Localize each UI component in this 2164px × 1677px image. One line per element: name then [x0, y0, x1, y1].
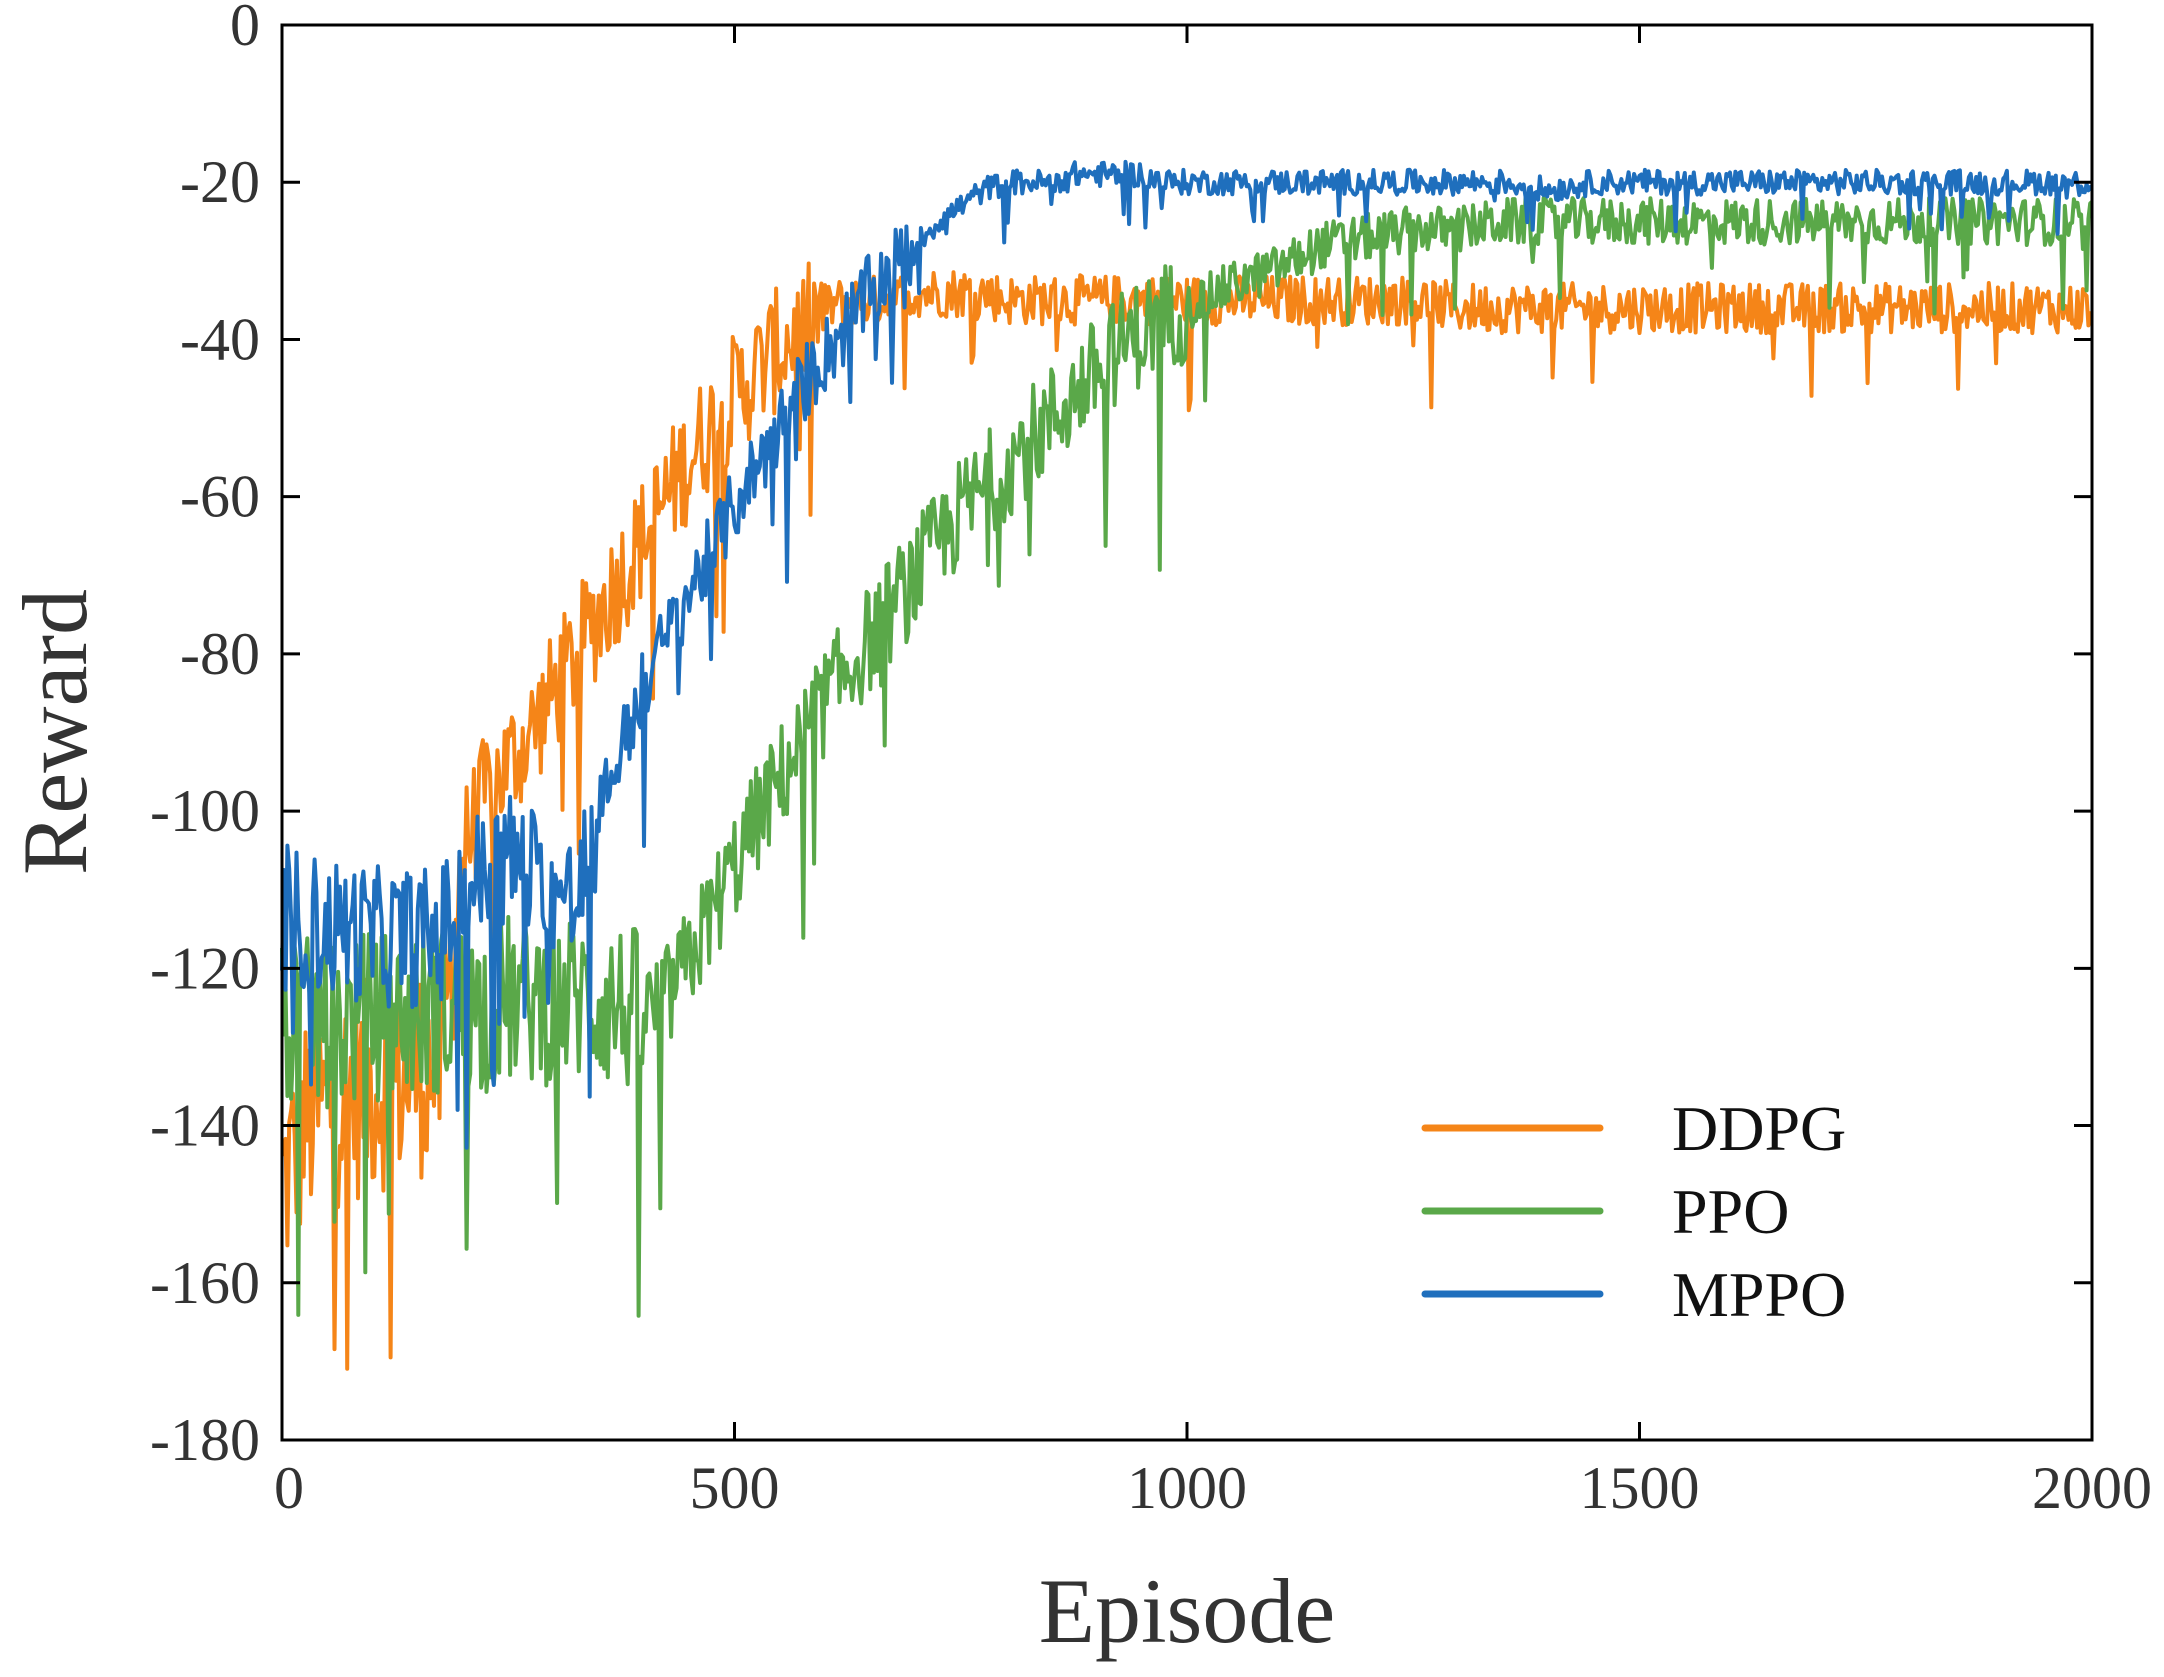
plot-frame: [280, 23, 2094, 1442]
x-tick-label: 500: [690, 1455, 780, 1521]
x-tick-label: 2000: [2032, 1455, 2152, 1521]
legend: DDPG PPO MPPO: [1421, 1093, 1846, 1330]
y-tick-label: -60: [180, 464, 260, 530]
y-tick-label: -40: [180, 306, 260, 372]
series-layer: [280, 159, 2094, 1371]
y-tick-label: -100: [150, 778, 260, 844]
y-tick-label: -120: [150, 935, 260, 1001]
x-tick-label: 1500: [1580, 1455, 1700, 1521]
series-line-mppo: [280, 159, 2093, 1150]
y-tick-label: 0: [230, 0, 260, 58]
legend-label-ppo: PPO: [1672, 1176, 1789, 1247]
series-line-ddpg: [281, 261, 2094, 1371]
y-tick-label: -180: [150, 1407, 260, 1473]
legend-label-ddpg: DDPG: [1672, 1093, 1846, 1164]
y-tick-label: -160: [150, 1250, 260, 1316]
legend-label-mppo: MPPO: [1672, 1259, 1846, 1330]
y-tick-label: -140: [150, 1093, 260, 1159]
tick-layer: 0 500 1000 1500 2000 0 -20 -40 -60 -80 -100 -120 -14…: [150, 0, 2152, 1521]
y-axis-title: Reward: [4, 589, 106, 875]
x-axis-title: Episode: [1039, 1560, 1335, 1662]
x-tick-label: 0: [274, 1455, 304, 1521]
x-tick-label: 1000: [1127, 1455, 1247, 1521]
y-tick-label: -80: [180, 621, 260, 687]
series-line-ppo: [280, 196, 2094, 1318]
y-tick-label: -20: [180, 149, 260, 215]
